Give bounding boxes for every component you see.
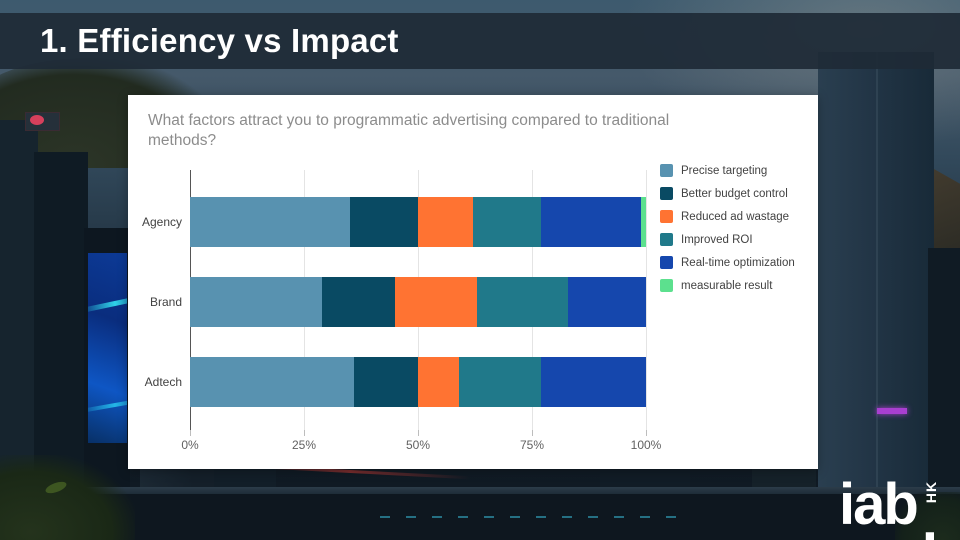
legend-swatch [660,210,673,223]
x-tick-label: 75% [519,438,545,452]
bg-foliage-left [0,455,135,540]
legend-label: measurable result [681,279,773,292]
x-tick-mark [532,430,533,436]
legend-swatch [660,164,673,177]
header-band: 1. Efficiency vs Impact [0,13,960,69]
legend-item: measurable result [660,274,795,297]
category-label: Brand [149,295,182,309]
category-axis: Agency Brand Adtech [128,170,182,430]
iab-logo-hk: HK [922,480,939,504]
legend: Precise targeting Better budget control Re… [660,159,795,297]
grid-line [646,170,647,430]
legend-label: Precise targeting [681,164,768,177]
slide-title: 1. Efficiency vs Impact [40,22,399,59]
bg-highway-rail [0,487,960,496]
legend-item: Real-time optimization [660,251,795,274]
bar-segment [349,197,418,247]
bar-segment [541,357,646,407]
legend-label: Better budget control [681,187,788,200]
iab-logo-text: iab [838,471,919,537]
chart-title: What factors attract you to programmatic… [148,112,670,150]
legend-item: Better budget control [660,182,795,205]
bar-row [190,357,646,407]
bg-billboard-screen [88,253,127,443]
x-axis-labels: 0% 25% 50% 75% 100% [181,438,661,454]
legend-swatch [660,256,673,269]
legend-swatch [660,233,673,246]
bar-segment [568,277,646,327]
bar-segment [190,197,350,247]
bar-segment [472,197,542,247]
iab-logo: iab HK . [838,471,941,540]
bg-neon-purple [877,408,907,414]
chart-card: What factors attract you to programmatic… [128,95,818,469]
plot-area [190,170,647,436]
bar-segment [395,277,478,327]
x-tick-label: 100% [630,438,662,452]
x-tick-mark [304,430,305,436]
bg-red-billboard [25,112,60,131]
bar-segment [322,277,396,327]
category-label: Adtech [144,375,182,389]
bar-segment [541,197,642,247]
bar-segment [641,197,646,247]
bar-row [190,197,646,247]
legend-swatch [660,279,673,292]
bg-road-lights [380,516,680,518]
legend-item: Precise targeting [660,159,795,182]
legend-swatch [660,187,673,200]
legend-item: Improved ROI [660,228,795,251]
legend-label: Improved ROI [681,233,753,246]
bar-segment [417,357,460,407]
bg-foliage-right [895,492,960,540]
bar-segment [477,277,569,327]
bar-segment [417,197,473,247]
category-label: Agency [141,215,182,229]
bg-tower-right [818,52,934,540]
x-tick-mark [646,430,647,436]
x-tick-label: 50% [405,438,431,452]
bar-segment [459,357,542,407]
x-tick-label: 25% [291,438,317,452]
legend-item: Reduced ad wastage [660,205,795,228]
bar-segment [190,357,355,407]
legend-label: Real-time optimization [681,256,795,269]
bar-segment [190,277,323,327]
bar-row [190,277,646,327]
x-tick-mark [190,430,191,436]
iab-logo-dot: . [921,488,938,540]
legend-label: Reduced ad wastage [681,210,790,223]
bar-segment [354,357,418,407]
x-tick-mark [418,430,419,436]
x-tick-label: 0% [181,438,199,452]
